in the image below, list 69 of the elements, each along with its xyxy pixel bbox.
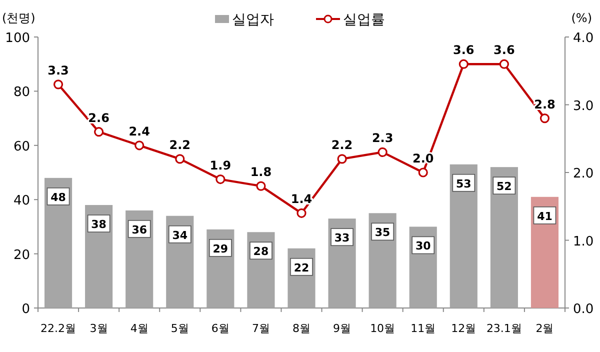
point bbox=[94, 127, 104, 137]
x-tick-label: 6월 bbox=[211, 322, 230, 335]
y-axis-title: (천명) bbox=[2, 11, 36, 25]
x-tick-label: 10월 bbox=[370, 322, 396, 335]
data-label: 35 bbox=[374, 226, 390, 240]
x-tick-label: 2월 bbox=[536, 322, 554, 335]
legend-label: 실업자 bbox=[232, 12, 274, 28]
x-tick-label: 12월 bbox=[451, 322, 476, 335]
data-label: 34 bbox=[172, 228, 188, 242]
bar bbox=[44, 178, 72, 308]
data-label: 33 bbox=[334, 232, 350, 245]
x-tick-label: 8월 bbox=[292, 322, 310, 335]
data-label: 22 bbox=[294, 261, 310, 274]
data-label: 2.8 bbox=[534, 97, 556, 112]
x-tick-label: 11월 bbox=[410, 322, 436, 335]
y-tick-label: 40 bbox=[13, 194, 30, 209]
data-label: 1.8 bbox=[250, 165, 272, 180]
data-label: 2.2 bbox=[331, 138, 353, 152]
x-tick-label: 7월 bbox=[252, 322, 270, 335]
data-label: 52 bbox=[496, 180, 512, 194]
point bbox=[134, 140, 144, 150]
point bbox=[53, 80, 64, 90]
y-tick-label: 0 bbox=[22, 302, 30, 317]
y2-tick-label: 2.0 bbox=[573, 166, 594, 182]
point bbox=[256, 181, 266, 191]
y2-tick-label: 3.0 bbox=[573, 98, 594, 114]
data-label: 2.3 bbox=[372, 131, 394, 146]
data-label: 1.9 bbox=[210, 158, 232, 172]
data-label: 2.6 bbox=[88, 110, 110, 125]
y-tick-label: 60 bbox=[13, 139, 30, 154]
legend-label: 실업률 bbox=[343, 12, 385, 28]
data-label: 41 bbox=[537, 210, 552, 223]
point bbox=[175, 154, 185, 164]
data-label: 3.6 bbox=[453, 43, 474, 58]
data-label: 48 bbox=[50, 190, 66, 204]
y2-tick-label: 4.0 bbox=[573, 31, 594, 46]
data-label: 1.4 bbox=[290, 192, 312, 206]
point bbox=[499, 59, 509, 69]
data-label: 36 bbox=[132, 223, 148, 236]
point bbox=[296, 208, 306, 218]
data-label: 53 bbox=[456, 177, 472, 190]
y2-axis-title: (%) bbox=[571, 11, 592, 25]
x-tick-label: 5월 bbox=[170, 322, 189, 335]
y-tick-label: 20 bbox=[13, 248, 30, 263]
data-label: 38 bbox=[91, 218, 106, 232]
y2-tick-label: 1.0 bbox=[573, 234, 594, 250]
x-tick-label: 9월 bbox=[333, 322, 352, 335]
point bbox=[216, 174, 226, 184]
data-label: 28 bbox=[253, 245, 269, 258]
y-tick-label: 100 bbox=[5, 31, 30, 46]
y2-tick-label: 0.0 bbox=[573, 302, 594, 317]
data-label: 29 bbox=[212, 242, 228, 256]
x-tick-label: 4월 bbox=[130, 322, 148, 335]
bar bbox=[450, 164, 478, 308]
y-tick-label: 80 bbox=[13, 85, 30, 100]
point bbox=[378, 147, 388, 157]
x-tick-label: 22.2월 bbox=[40, 322, 76, 335]
bar bbox=[490, 167, 518, 308]
x-tick-label: 23.1월 bbox=[486, 322, 522, 335]
data-label: 3.3 bbox=[48, 63, 69, 78]
point bbox=[418, 168, 428, 178]
data-label: 3.6 bbox=[494, 43, 515, 58]
data-label: 30 bbox=[415, 240, 432, 253]
point bbox=[540, 114, 550, 124]
point bbox=[337, 154, 347, 164]
x-tick-label: 3월 bbox=[90, 322, 108, 335]
data-label: 2.4 bbox=[128, 124, 150, 138]
data-label: 2.2 bbox=[169, 138, 191, 152]
point bbox=[458, 59, 468, 69]
